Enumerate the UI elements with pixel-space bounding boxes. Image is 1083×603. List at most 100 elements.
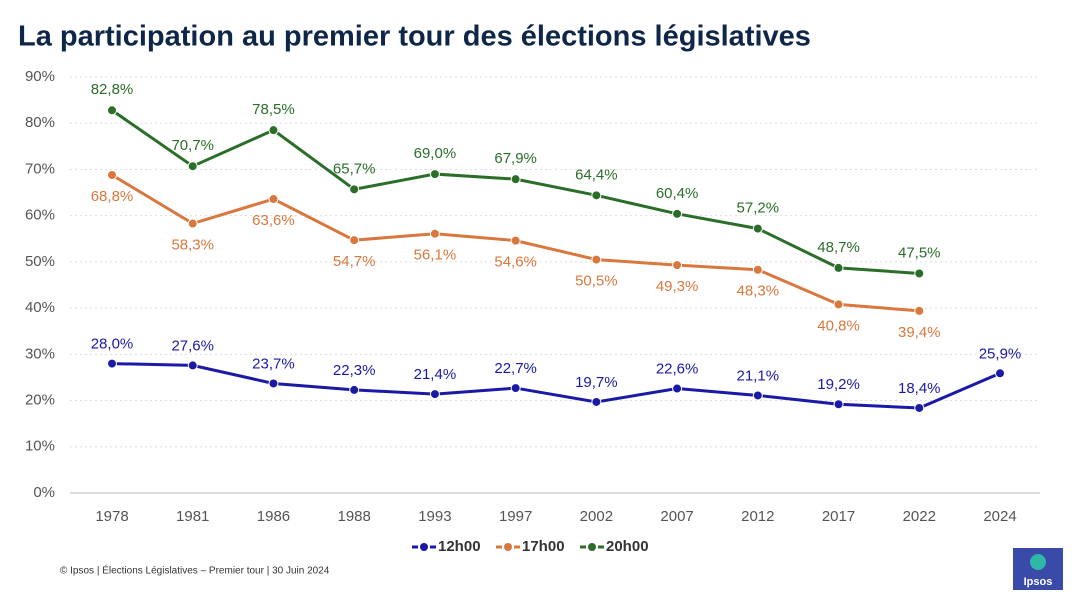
data-label: 64,4%: [575, 166, 618, 183]
legend-marker: [420, 543, 428, 551]
data-label: 19,2%: [817, 376, 860, 393]
data-label: 54,7%: [333, 253, 376, 270]
data-label: 19,7%: [575, 374, 618, 391]
data-point: [268, 125, 279, 136]
data-point: [510, 383, 521, 394]
legend-label: 20h00: [606, 538, 649, 555]
data-point: [914, 268, 925, 279]
y-tick-label: 20%: [25, 392, 55, 409]
x-tick-label: 2024: [983, 508, 1016, 525]
data-label: 18,4%: [898, 380, 941, 397]
data-point: [752, 390, 763, 401]
series-line: [111, 362, 1001, 410]
data-point: [995, 368, 1005, 379]
data-point: [591, 254, 602, 265]
data-label: 78,5%: [252, 101, 295, 118]
data-point: [752, 223, 763, 234]
data-point: [672, 383, 683, 394]
data-label: 23,7%: [252, 355, 295, 372]
data-point: [510, 174, 521, 185]
data-label: 47,5%: [898, 244, 941, 261]
data-label: 67,9%: [494, 150, 537, 167]
x-tick-label: 2017: [822, 508, 855, 525]
data-point: [187, 218, 198, 229]
data-point: [107, 105, 117, 116]
data-label: 82,8%: [91, 81, 134, 98]
data-label: 68,8%: [91, 188, 134, 205]
data-point: [591, 190, 602, 201]
data-point: [752, 264, 763, 275]
data-label: 69,0%: [414, 145, 457, 162]
data-label: 56,1%: [414, 247, 457, 264]
data-label: 65,7%: [333, 160, 376, 177]
data-point: [429, 228, 440, 239]
data-point: [833, 262, 844, 273]
data-label: 22,7%: [494, 360, 537, 377]
data-point: [349, 384, 360, 395]
y-tick-label: 70%: [25, 160, 55, 177]
y-tick-label: 90%: [25, 68, 55, 85]
data-label: 28,0%: [91, 336, 134, 353]
data-label: 60,4%: [656, 185, 699, 202]
data-point: [268, 378, 279, 389]
data-label: 25,9%: [979, 345, 1022, 362]
x-tick-label: 1978: [95, 508, 128, 525]
data-point: [914, 402, 925, 413]
chart-title: La participation au premier tour des éle…: [18, 21, 811, 53]
data-label: 22,3%: [333, 362, 376, 379]
y-tick-label: 0%: [33, 484, 55, 501]
data-point: [672, 260, 683, 271]
y-tick-label: 80%: [25, 114, 55, 131]
x-tick-label: 1993: [418, 508, 451, 525]
data-label: 58,3%: [171, 236, 214, 253]
y-tick-label: 10%: [25, 438, 55, 455]
footer: © Ipsos | Élections Législatives – Premi…: [60, 564, 330, 577]
x-tick-label: 1988: [337, 508, 370, 525]
data-label: 54,6%: [494, 254, 537, 271]
data-label: 50,5%: [575, 273, 618, 290]
x-tick-label: 2022: [903, 508, 936, 525]
x-tick-label: 1997: [499, 508, 532, 525]
data-point: [672, 208, 683, 219]
data-label: 21,4%: [414, 366, 457, 383]
data-point: [349, 235, 360, 246]
legend-label: 17h00: [522, 538, 565, 555]
data-point: [107, 358, 117, 369]
data-point: [268, 194, 279, 205]
data-point: [187, 360, 198, 371]
legend-marker: [588, 543, 596, 551]
data-label: 57,2%: [737, 200, 780, 217]
legend-label: 12h00: [438, 538, 481, 555]
x-tick-label: 2007: [660, 508, 693, 525]
data-label: 49,3%: [656, 278, 699, 295]
data-point: [833, 299, 844, 310]
data-point: [429, 389, 440, 400]
data-label: 27,6%: [171, 337, 214, 354]
logo-text: Ipsos: [1024, 576, 1053, 588]
data-label: 48,3%: [737, 283, 780, 300]
logo-icon: [1030, 554, 1046, 570]
data-label: 48,7%: [817, 239, 860, 256]
y-tick-label: 40%: [25, 299, 55, 316]
data-point: [349, 184, 360, 195]
x-tick-label: 1986: [257, 508, 290, 525]
data-label: 70,7%: [171, 137, 214, 154]
series-line: [111, 109, 920, 275]
legend-marker: [504, 543, 512, 551]
data-point: [510, 235, 521, 246]
data-point: [187, 161, 198, 172]
data-point: [107, 169, 117, 180]
data-point: [914, 305, 925, 316]
data-label: 63,6%: [252, 212, 295, 229]
data-point: [833, 399, 844, 410]
data-label: 40,8%: [817, 317, 860, 334]
x-tick-label: 2012: [741, 508, 774, 525]
data-label: 21,1%: [737, 367, 780, 384]
y-tick-label: 50%: [25, 253, 55, 270]
x-tick-label: 1981: [176, 508, 209, 525]
data-label: 22,6%: [656, 361, 699, 378]
data-label: 39,4%: [898, 324, 941, 341]
x-tick-label: 2002: [580, 508, 613, 525]
y-tick-label: 60%: [25, 207, 55, 224]
